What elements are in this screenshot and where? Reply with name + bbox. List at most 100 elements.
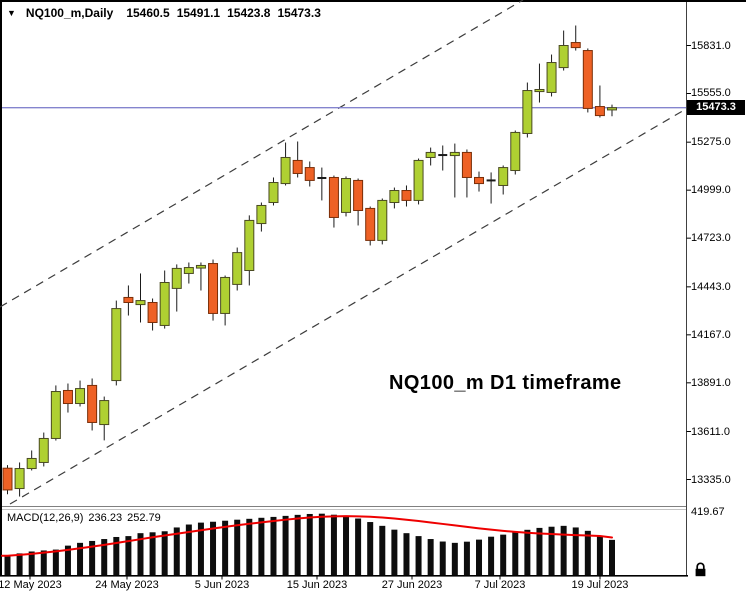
price-axis-label: 14443.0: [691, 280, 731, 293]
candle: [389, 187, 400, 209]
bull-candle-body: [195, 264, 206, 269]
macd-bar: [125, 536, 132, 575]
candle: [510, 130, 521, 175]
bull-candle-body: [99, 400, 110, 426]
bull-candle-body: [449, 151, 460, 157]
macd-bar: [463, 541, 470, 575]
price-axis-label: 13335.0: [691, 473, 731, 486]
candle: [438, 145, 448, 171]
macd-value: 236.23: [88, 512, 123, 524]
bear-candle-body: [208, 263, 219, 314]
macd-signal-value: 252.79: [127, 512, 161, 524]
bull-candle-body: [498, 167, 509, 186]
bear-candle-body: [87, 384, 98, 423]
candlestick-series: [2, 25, 617, 497]
candle: [304, 161, 315, 187]
bull-candle-body: [425, 151, 436, 158]
price-axis-label: 15275.0: [691, 136, 731, 149]
macd-bar: [488, 536, 495, 575]
bull-candle-body: [510, 131, 521, 172]
candle: [582, 48, 593, 113]
bull-candle-body: [75, 388, 86, 405]
candle: [558, 30, 569, 71]
bull-candle-body: [244, 219, 255, 271]
bull-candle-body: [268, 182, 279, 204]
candle: [534, 63, 545, 103]
candle: [570, 25, 581, 51]
price-axis-label: 15555.0: [691, 87, 731, 100]
bear-candle-body: [353, 179, 364, 212]
macd-bar: [476, 539, 483, 575]
bear-candle-body: [365, 207, 376, 241]
scale-lock-icon[interactable]: [694, 562, 707, 577]
ohlc-close-value: 15473.3: [277, 6, 321, 20]
macd-bar: [500, 534, 507, 575]
macd-bar: [40, 550, 47, 575]
candle: [401, 185, 412, 207]
candle: [474, 171, 485, 192]
candle: [123, 285, 134, 316]
macd-bar: [161, 531, 168, 575]
lower-channel-line[interactable]: [9, 108, 687, 505]
chart-dropdown-icon[interactable]: ▼: [7, 8, 16, 18]
macd-bar: [4, 556, 11, 575]
bull-candle-body: [183, 267, 194, 274]
doji-body: [317, 176, 327, 179]
bear-candle-body: [328, 176, 339, 218]
price-badge: 15473.3: [687, 100, 745, 116]
candle: [328, 175, 339, 228]
macd-bar: [330, 514, 337, 575]
candle: [449, 143, 460, 198]
bull-candle-body: [171, 267, 182, 289]
bull-candle-body: [413, 159, 424, 201]
candle: [208, 259, 219, 321]
bull-candle-body: [377, 199, 388, 241]
candle: [147, 298, 158, 331]
candle: [486, 172, 496, 204]
macd-bar: [89, 540, 96, 575]
candle: [594, 85, 605, 118]
upper-channel-line[interactable]: [0, 0, 524, 308]
candle: [341, 176, 352, 217]
candle: [317, 167, 327, 201]
macd-bar: [355, 518, 362, 575]
candle: [220, 275, 231, 326]
time-axis-label: 5 Jun 2023: [194, 579, 250, 591]
macd-bar: [415, 536, 422, 575]
bear-candle-body: [292, 159, 303, 174]
ohlc-high-value: 15491.1: [176, 6, 221, 20]
bull-candle-body: [14, 468, 25, 490]
candle: [26, 450, 37, 471]
macd-indicator-label: MACD(12,26,9) 236.23 252.79: [7, 512, 166, 524]
candle: [498, 165, 509, 195]
macd-bar: [185, 524, 192, 575]
doji-body: [486, 179, 496, 182]
bull-candle-body: [26, 457, 37, 470]
macd-bar: [270, 516, 277, 575]
macd-bar: [427, 539, 434, 575]
macd-bar: [173, 527, 180, 575]
bear-candle-body: [594, 106, 605, 117]
bull-candle-body: [522, 90, 533, 134]
bear-candle-body: [62, 389, 73, 405]
candle: [99, 396, 110, 441]
candle: [111, 300, 122, 386]
macd-bar: [439, 541, 446, 575]
macd-bar: [294, 514, 301, 575]
bull-candle-body: [280, 156, 291, 185]
macd-bar: [210, 521, 217, 575]
candle: [87, 378, 98, 431]
bull-candle-body: [111, 308, 122, 382]
macd-bar: [77, 542, 84, 575]
macd-signal-line: [1, 515, 613, 557]
bull-candle-body: [546, 62, 557, 93]
chart-symbol-label: NQ100_m,Daily: [25, 6, 114, 20]
candle: [353, 178, 364, 226]
candle: [377, 198, 388, 245]
candle: [461, 149, 472, 198]
candle: [135, 273, 146, 323]
bull-candle-body: [607, 107, 617, 111]
candle: [2, 465, 13, 495]
bull-candle-body: [232, 252, 243, 285]
